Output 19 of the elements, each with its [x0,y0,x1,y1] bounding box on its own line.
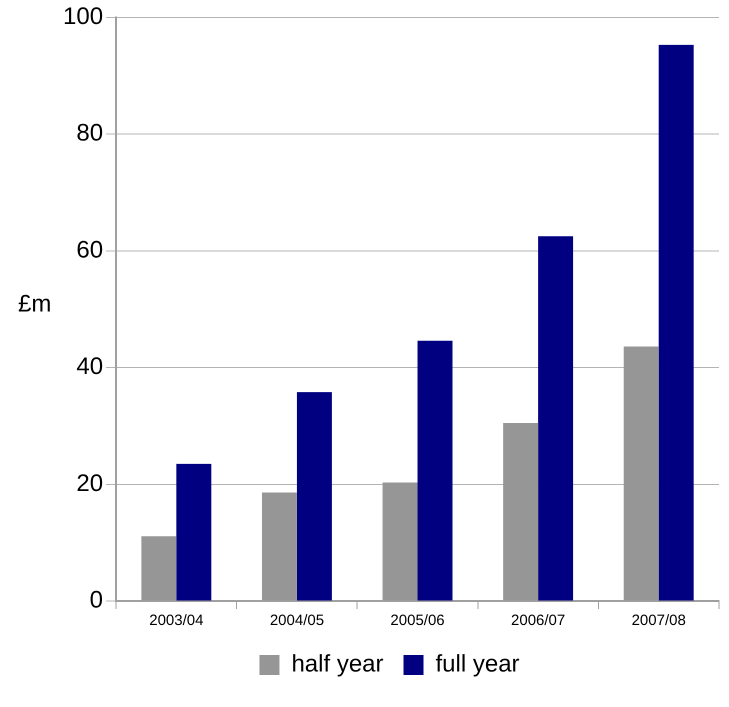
x-tick-label: 2003/04 [149,612,204,630]
y-axis-title: £m [18,290,52,318]
y-tick-label: 20 [76,470,104,497]
legend-label: half year [291,650,384,678]
x-tick-label: 2007/08 [632,612,686,630]
x-tick-label: 2005/06 [390,612,445,630]
bar [538,236,574,600]
bar [418,340,452,600]
y-tick-label: 0 [90,586,104,614]
bar [658,44,694,600]
x-tick-label: 2004/05 [270,612,324,630]
bar [176,464,212,600]
y-tick-label: 40 [76,353,104,380]
bar [296,392,332,600]
legend-label: full year [436,650,520,678]
y-tick-label: 100 [62,3,104,30]
y-tick-label: 80 [76,120,104,147]
y-tick-label: 60 [76,236,104,264]
x-tick-label: 2006/07 [510,612,566,630]
